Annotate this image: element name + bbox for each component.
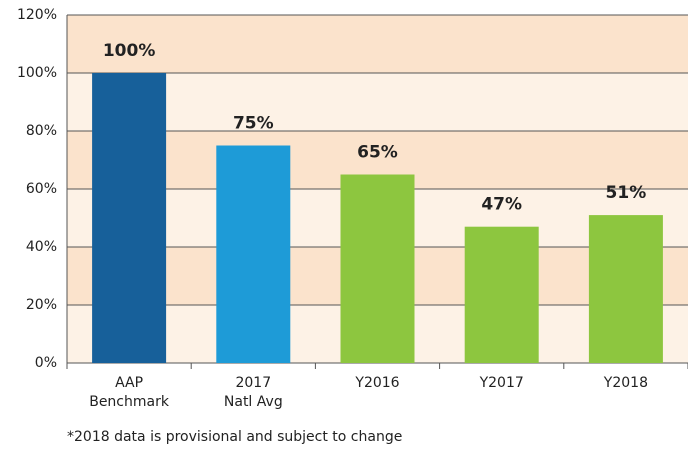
x-tick-line: Benchmark [89, 394, 170, 410]
x-tick-label: 2017 Natl Avg [224, 375, 283, 410]
value-label: 51% [606, 183, 647, 203]
bar [588, 215, 663, 363]
x-tick-label: Y2017 [479, 375, 524, 391]
value-label: 47% [481, 195, 522, 215]
y-tick-label: 20% [26, 297, 57, 313]
y-tick-label: 0% [35, 355, 57, 371]
value-label: 65% [357, 143, 398, 163]
bar [92, 73, 167, 363]
y-tick-label: 40% [26, 239, 57, 255]
value-label: 75% [233, 114, 274, 134]
x-tick-line: 2017 [235, 375, 271, 391]
plot-band [67, 15, 688, 73]
x-tick-line: AAP [115, 375, 143, 391]
bar [216, 145, 291, 363]
x-tick-label: Y2016 [354, 375, 399, 391]
x-tick-label: AAP Benchmark [89, 375, 170, 410]
y-tick-label: 80% [26, 123, 57, 139]
x-tick-label: Y2018 [603, 375, 648, 391]
bar [464, 226, 539, 363]
footnote: *2018 data is provisional and subject to… [67, 429, 402, 445]
y-tick-label: 60% [26, 181, 57, 197]
plot-band [67, 73, 688, 131]
bar [340, 174, 415, 363]
y-tick-label: 100% [17, 65, 57, 81]
y-tick-label: 120% [17, 7, 57, 23]
x-tick-line: Natl Avg [224, 394, 283, 410]
value-label: 100% [103, 41, 156, 61]
